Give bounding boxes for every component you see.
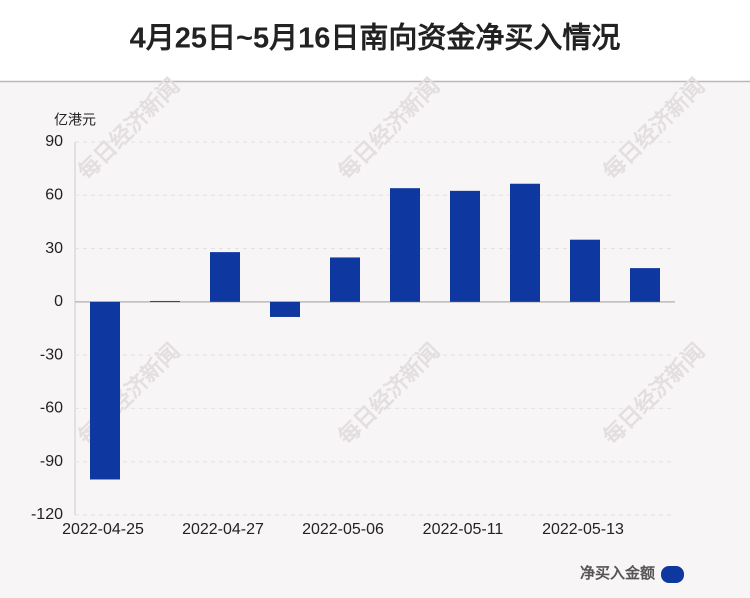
x-tick-label: 2022-04-25 — [62, 521, 144, 538]
watermark: 每日经济新闻 — [73, 338, 184, 449]
y-tick-label: 90 — [45, 133, 63, 150]
bar — [630, 268, 660, 302]
y-tick-label: -90 — [40, 453, 63, 470]
x-tick-label: 2022-04-27 — [182, 521, 264, 538]
bar — [390, 188, 420, 302]
bar — [510, 183, 540, 302]
y-tick-label: -60 — [40, 400, 63, 417]
y-tick-label: -120 — [31, 506, 63, 523]
y-tick-label: 30 — [45, 240, 63, 257]
bar — [270, 301, 300, 317]
legend-label: 净买入金额 — [580, 564, 655, 582]
watermark: 每日经济新闻 — [73, 73, 184, 184]
chart-title: 4月25日~5月16日南向资金净买入情况 — [130, 21, 621, 55]
watermark: 每日经济新闻 — [598, 73, 709, 184]
bar — [210, 252, 240, 302]
unit-label: 亿港元 — [54, 112, 96, 128]
bar — [450, 190, 480, 302]
y-tick-label: 0 — [54, 293, 63, 310]
legend-swatch — [661, 566, 684, 583]
y-tick-label: -30 — [40, 346, 63, 363]
watermark: 每日经济新闻 — [333, 73, 444, 184]
x-tick-label: 2022-05-06 — [302, 521, 384, 538]
x-tick-label: 2022-05-13 — [542, 521, 624, 538]
x-tick-label: 2022-05-11 — [423, 521, 504, 538]
header-bg — [0, 0, 750, 81]
bar — [150, 300, 180, 302]
bar — [570, 239, 600, 302]
bar — [90, 301, 120, 480]
bar — [330, 257, 360, 302]
y-tick-label: 60 — [45, 187, 63, 204]
